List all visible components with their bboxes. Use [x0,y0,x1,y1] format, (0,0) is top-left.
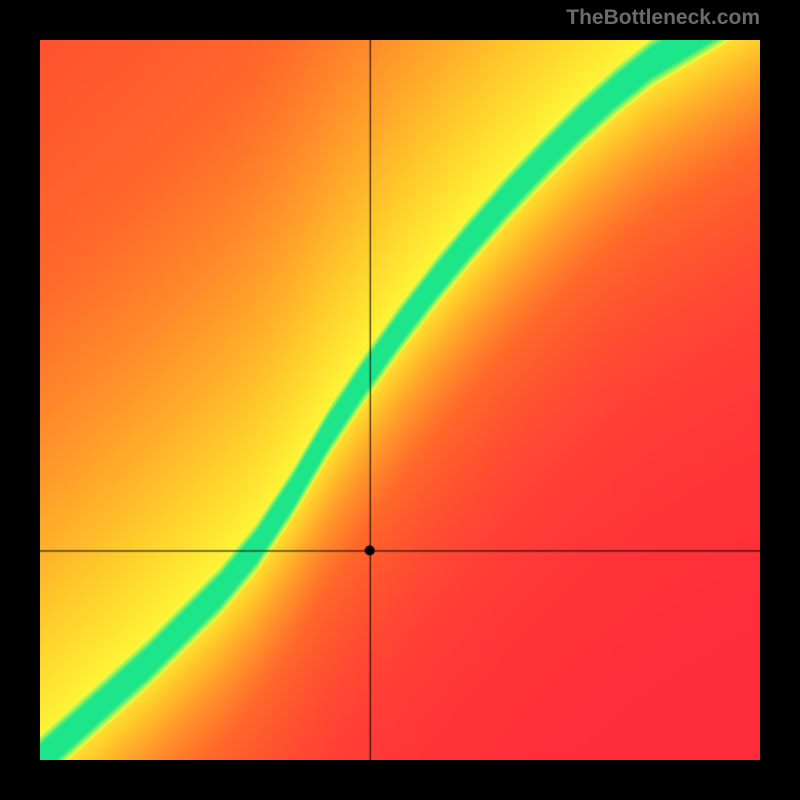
heatmap-canvas [40,40,760,760]
heatmap-plot [40,40,760,760]
watermark-text: TheBottleneck.com [566,6,760,30]
